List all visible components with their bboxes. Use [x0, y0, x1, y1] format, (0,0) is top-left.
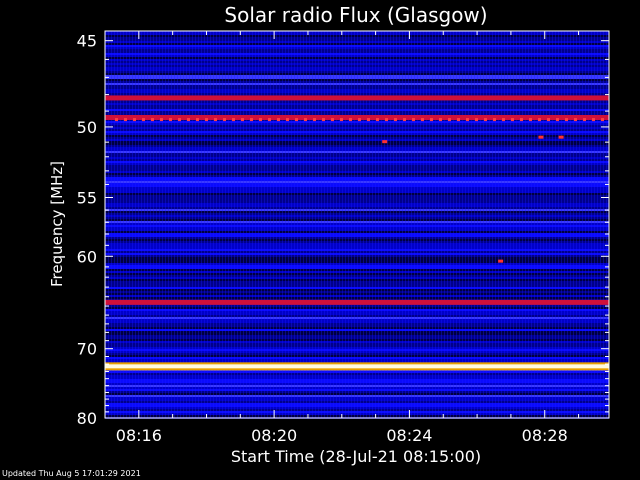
- emission-dot: [250, 118, 253, 122]
- emission-dot: [502, 118, 505, 122]
- emission-dot: [376, 118, 379, 122]
- emission-dot: [349, 118, 352, 122]
- emission-dot: [439, 118, 442, 122]
- x-tick-labels: 08:16 08:20 08:24 08:28: [116, 426, 568, 445]
- emission-dot: [304, 118, 307, 122]
- emission-dot: [277, 118, 280, 122]
- y-tick-label: 80: [77, 409, 97, 428]
- emission-dot: [340, 118, 343, 122]
- emission-dot: [223, 118, 226, 122]
- emission-spot: [498, 259, 504, 263]
- texture-overlay: [105, 31, 609, 418]
- emission-dot: [538, 118, 541, 122]
- emission-dot: [529, 118, 532, 122]
- emission-dot: [241, 118, 244, 122]
- emission-dot: [457, 118, 460, 122]
- y-tick-label: 50: [77, 118, 97, 137]
- emission-band: [105, 115, 609, 121]
- x-tick-label: 08:20: [251, 426, 297, 445]
- emission-dot: [403, 118, 406, 122]
- emission-dot: [232, 118, 235, 122]
- emission-dot: [412, 118, 415, 122]
- y-tick-label: 45: [77, 32, 97, 51]
- emission-dot: [574, 118, 577, 122]
- emission-dot: [187, 118, 190, 122]
- y-axis-label: Frequency [MHz]: [48, 161, 66, 287]
- emission-dot: [493, 118, 496, 122]
- emission-dot: [214, 118, 217, 122]
- emission-spot: [538, 135, 544, 139]
- plot-frame: [104, 30, 610, 419]
- emission-dot: [394, 118, 397, 122]
- emission-dot: [358, 118, 361, 122]
- x-axis-label: Start Time (28-Jul-21 08:15:00): [231, 447, 481, 466]
- emission-dot: [601, 118, 604, 122]
- emission-dot: [115, 118, 118, 122]
- emission-dot: [142, 118, 145, 122]
- emission-dot: [547, 118, 550, 122]
- emission-dot: [466, 118, 469, 122]
- emission-spot: [558, 135, 564, 139]
- emission-dot: [475, 118, 478, 122]
- emission-dot: [430, 118, 433, 122]
- emission-dot: [385, 118, 388, 122]
- emission-spots: [115, 118, 604, 263]
- axis-ticks: [104, 31, 609, 419]
- emission-dot: [520, 118, 523, 122]
- emission-dot: [331, 118, 334, 122]
- emission-dot: [160, 118, 163, 122]
- emission-dot: [448, 118, 451, 122]
- emission-dot: [484, 118, 487, 122]
- emission-dot: [421, 118, 424, 122]
- x-tick-label: 08:28: [522, 426, 568, 445]
- emission-dot: [205, 118, 208, 122]
- emission-dot: [565, 118, 568, 122]
- emission-dot: [322, 118, 325, 122]
- emission-spot: [382, 140, 388, 144]
- x-tick-label: 08:16: [116, 426, 162, 445]
- emission-dot: [151, 118, 154, 122]
- emission-dot: [295, 118, 298, 122]
- updated-timestamp: Updated Thu Aug 5 17:01:29 2021: [2, 469, 141, 478]
- emission-dot: [259, 118, 262, 122]
- emission-dot: [511, 118, 514, 122]
- emission-dot: [592, 118, 595, 122]
- y-tick-label: 55: [77, 188, 97, 207]
- y-tick-labels: 45 50 55 60 70 80: [77, 32, 97, 428]
- emission-band: [105, 95, 609, 101]
- emission-dot: [169, 118, 172, 122]
- emission-dot: [313, 118, 316, 122]
- emission-dot: [133, 118, 136, 122]
- chart-title: Solar radio Flux (Glasgow): [224, 3, 487, 27]
- emission-dot: [367, 118, 370, 122]
- emission-dot: [196, 118, 199, 122]
- x-tick-label: 08:24: [386, 426, 432, 445]
- emission-band: [105, 299, 609, 305]
- emission-dot: [556, 118, 559, 122]
- emission-dot: [583, 118, 586, 122]
- emission-band: [105, 364, 609, 369]
- emission-dot: [124, 118, 127, 122]
- spectrogram-bands: [105, 31, 609, 419]
- emission-dot: [286, 118, 289, 122]
- y-tick-label: 60: [77, 247, 97, 266]
- emission-dot: [268, 118, 271, 122]
- y-tick-label: 70: [77, 340, 97, 359]
- emission-dot: [178, 118, 181, 122]
